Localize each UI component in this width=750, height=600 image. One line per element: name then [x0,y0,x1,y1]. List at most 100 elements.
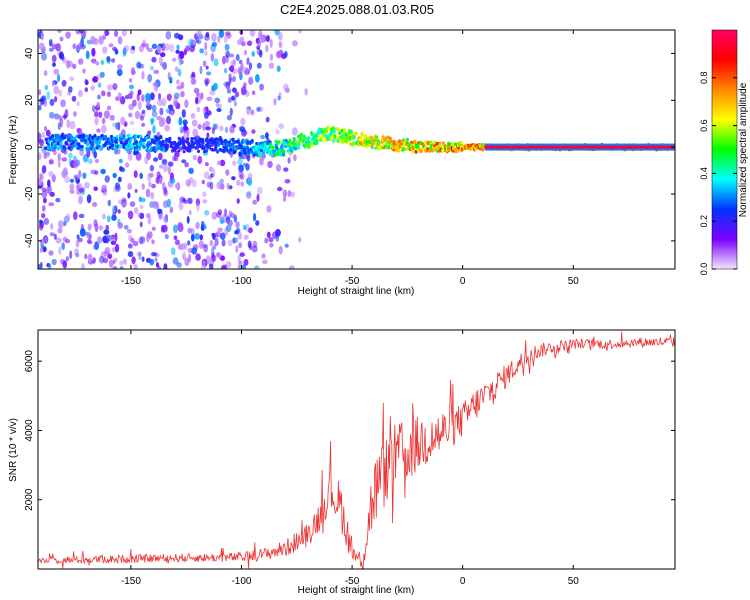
spectrogram-noise-blob [111,58,116,63]
spectrogram-noise-blob [116,68,123,77]
spectrogram-noise-blob [42,246,47,253]
spectrogram-ridge-blob [274,152,278,157]
spectrogram-noise-blob [269,53,274,61]
spectrogram-noise-blob [69,183,75,191]
spectrogram-ridge-blob [55,138,59,142]
spectrogram-noise-blob [259,83,264,91]
spectrogram-noise-blob [250,109,255,116]
spectrogram-noise-blob [216,160,221,166]
spectrogram-noise-blob [77,183,83,190]
spectrogram-ridge-blob [310,142,314,148]
spectrogram-noise-blob [141,94,145,102]
spectrogram-noise-blob [101,184,107,192]
spectrogram-noise-blob [147,47,153,53]
spectrogram-noise-blob [278,41,283,49]
spectrogram-ridge-blob [419,149,423,154]
spectrogram-noise-blob [233,101,237,107]
x-tick-label: 0 [460,276,466,287]
spectrogram-noise-blob [62,260,68,269]
spectrogram-noise-blob [251,51,255,57]
spectrogram-ridge-blob [318,134,322,139]
spectrogram-noise-blob [261,253,266,259]
spectrogram-noise-blob [204,51,208,56]
spectrogram-noise-blob [211,127,215,135]
spectrogram-noise-blob [61,169,67,179]
spectrogram-ridge-blob [92,146,96,152]
spectrogram-ridge-blob [452,146,456,151]
spectrogram-noise-blob [174,239,180,246]
spectrogram-noise-blob [180,81,185,89]
y-tick-label: 0 [24,144,35,150]
spectrogram-noise-blob [277,31,283,41]
spectrogram-ridge-blob [430,148,434,153]
spectrogram-noise-blob [202,191,207,197]
spectrogram-noise-blob [53,68,60,75]
spectrogram-noise-blob [188,167,194,174]
spectrogram-ridge-blob [454,142,458,147]
spectrogram-ridge-blob [65,142,69,146]
spectrogram-noise-blob [45,151,50,156]
spectrogram-noise-blob [69,250,73,259]
spectrogram-noise-blob [176,262,182,268]
spectrogram-noise-blob [237,68,244,74]
spectrogram-noise-blob [141,70,145,80]
spectrogram-ridge-blob [333,135,337,139]
spectrogram-ridge-blob [77,142,81,147]
spectrogram-noise-blob [50,223,54,230]
spectrogram-ridge-blob [370,140,374,146]
spectrogram-noise-blob [127,210,134,220]
spectrogram-noise-blob [151,252,157,257]
spectrogram-noise-blob [78,187,85,193]
spectrogram-noise-blob [196,106,201,113]
spectrogram-ridge-blob [140,137,144,142]
spectrogram-ridge-blob [388,136,392,141]
snr-x-axis: -150 -100 -50 0 50 [121,330,579,587]
spectrogram-ridge-blob [387,145,391,150]
spectrogram-noise-blob [226,261,232,268]
spectrogram-x-label: Height of straight line (km) [298,286,415,297]
spectrogram-noise-blob [84,253,88,260]
colorbar-ticks: 0.0 0.2 0.4 0.6 0.8 [699,72,737,275]
spectrogram-noise-blob [211,252,215,259]
spectrogram-noise-blob [65,31,71,39]
spectrogram-ridge-blob [97,139,101,144]
spectrogram-ridge-blob [375,135,379,139]
spectrogram-noise-blob [131,45,135,51]
spectrogram-noise-blob [206,96,213,102]
spectrogram-noise-blob [176,79,180,85]
spectrogram-noise-blob [171,57,177,62]
spectrogram-noise-blob [43,236,48,245]
spectrogram-noise-blob [107,91,111,98]
spectrogram-noise-blob [201,179,205,185]
spectrogram-noise-blob [55,43,61,52]
spectrogram-ridge-blob [331,126,335,130]
spectrogram-noise-blob [149,65,154,71]
spectrogram-noise-blob [112,46,118,52]
spectrogram-ridge-blob [93,137,97,142]
spectrogram-noise-blob [128,78,133,83]
spectrogram-noise-blob [57,228,63,234]
spectrogram-noise-blob [125,162,130,168]
spectrogram-noise-blob [224,126,229,133]
spectrogram-noise-blob [239,252,245,257]
spectrogram-noise-blob [55,237,62,244]
spectrogram-ridge-blob [190,137,194,140]
spectrogram-noise-blob [237,158,243,165]
spectrogram-noise-blob [182,119,188,126]
colorbar-label: Normalized spectral amplitude [738,82,749,217]
spectrogram-noise-blob [159,164,163,169]
spectrogram-ridge-blob [370,146,374,150]
spectrogram-noise-blob [106,56,111,62]
spectrogram-ridge-blob [119,140,123,145]
spectrogram-noise-blob [41,213,46,219]
spectrogram-noise-blob [205,162,209,167]
spectrogram-ridge-blob [201,140,205,145]
spectrogram-noise-blob [165,31,172,40]
spectrogram-noise-blob [244,223,250,232]
spectrogram-noise-blob [100,168,106,175]
spectrogram-noise-blob [79,228,86,237]
spectrogram-noise-blob [185,45,190,52]
spectrogram-noise-blob [98,225,104,231]
spectrogram-noise-blob [164,233,169,240]
spectrogram-noise-blob [57,122,61,131]
